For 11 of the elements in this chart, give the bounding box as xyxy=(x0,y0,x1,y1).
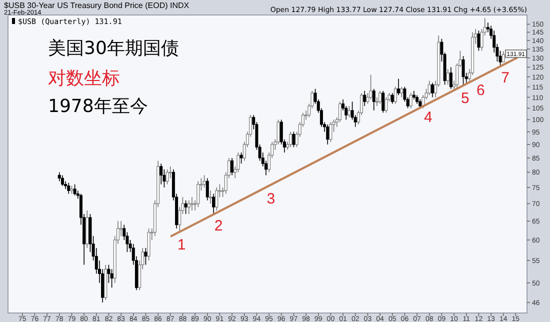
annotation: 对数坐标 xyxy=(48,68,120,89)
annotation: 1978年至今 xyxy=(48,96,148,117)
annotation: 2 xyxy=(214,217,223,234)
annotation: 1 xyxy=(177,236,186,254)
annotation: 6 xyxy=(476,82,485,100)
annotation: 美国30年期国债 xyxy=(48,38,179,59)
annotation: 4 xyxy=(424,109,432,126)
chart-title: $USB 30-Year US Treasury Bond Price (EOD) INDX xyxy=(4,1,190,10)
annotation: 7 xyxy=(501,69,510,86)
annotation: 5 xyxy=(461,90,470,108)
annotation: 3 xyxy=(266,190,276,208)
